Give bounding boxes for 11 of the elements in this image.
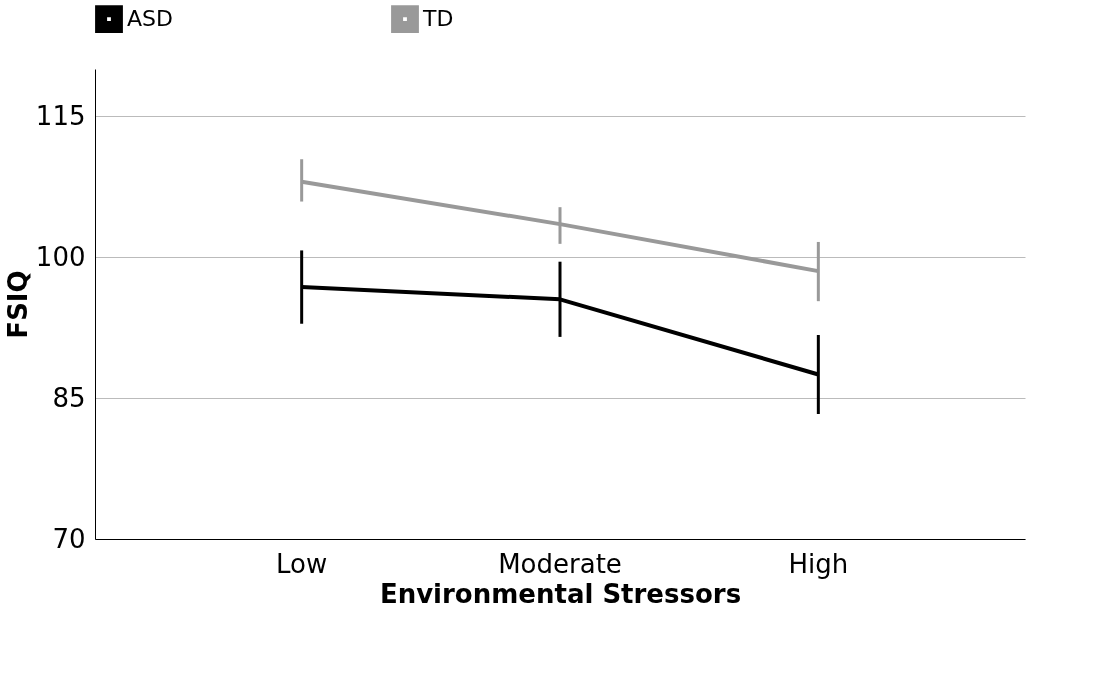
legend-label: ASD xyxy=(127,6,173,32)
y-tick-label: 85 xyxy=(52,382,86,413)
y-tick-label: 70 xyxy=(52,523,86,554)
x-tick-label: High xyxy=(788,548,849,579)
x-axis-title: Environmental Stressors xyxy=(379,578,742,609)
x-tick-label: Low xyxy=(276,548,328,579)
y-tick-label: 100 xyxy=(35,241,86,272)
x-tick-label: Moderate xyxy=(498,548,622,579)
legend-label: TD xyxy=(422,6,454,32)
y-axis-title: FSIQ xyxy=(2,270,33,339)
y-tick-label: 115 xyxy=(35,100,86,131)
